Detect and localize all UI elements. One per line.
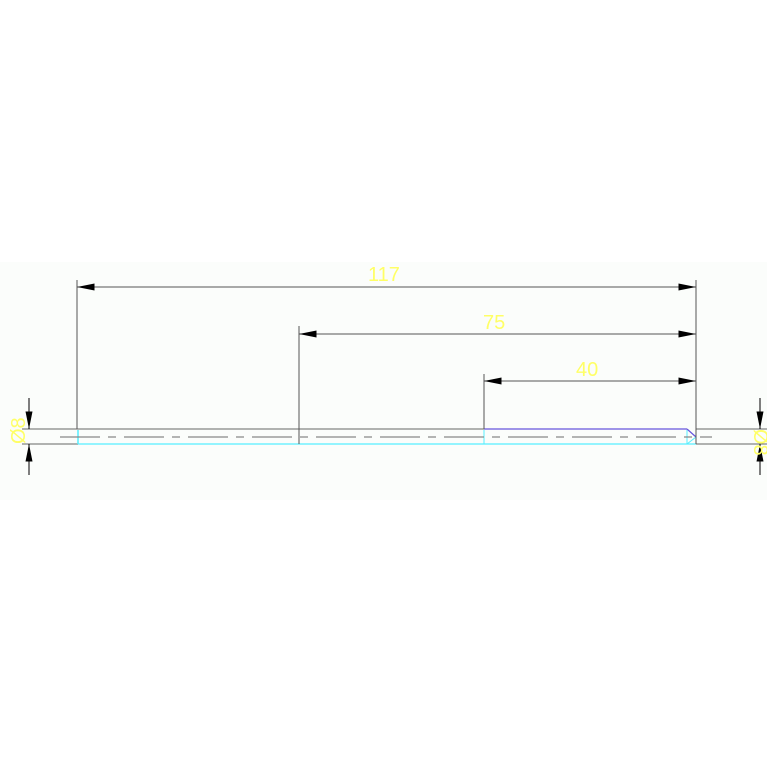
dimension-text-diameter-left: Ø8 bbox=[8, 417, 30, 444]
dimension-text-short: 40 bbox=[576, 359, 598, 381]
dimension-text-middle: 75 bbox=[483, 312, 505, 334]
dimension-text-overall: 117 bbox=[368, 264, 400, 286]
dimension-text-diameter-right: Ø8 bbox=[749, 429, 767, 456]
